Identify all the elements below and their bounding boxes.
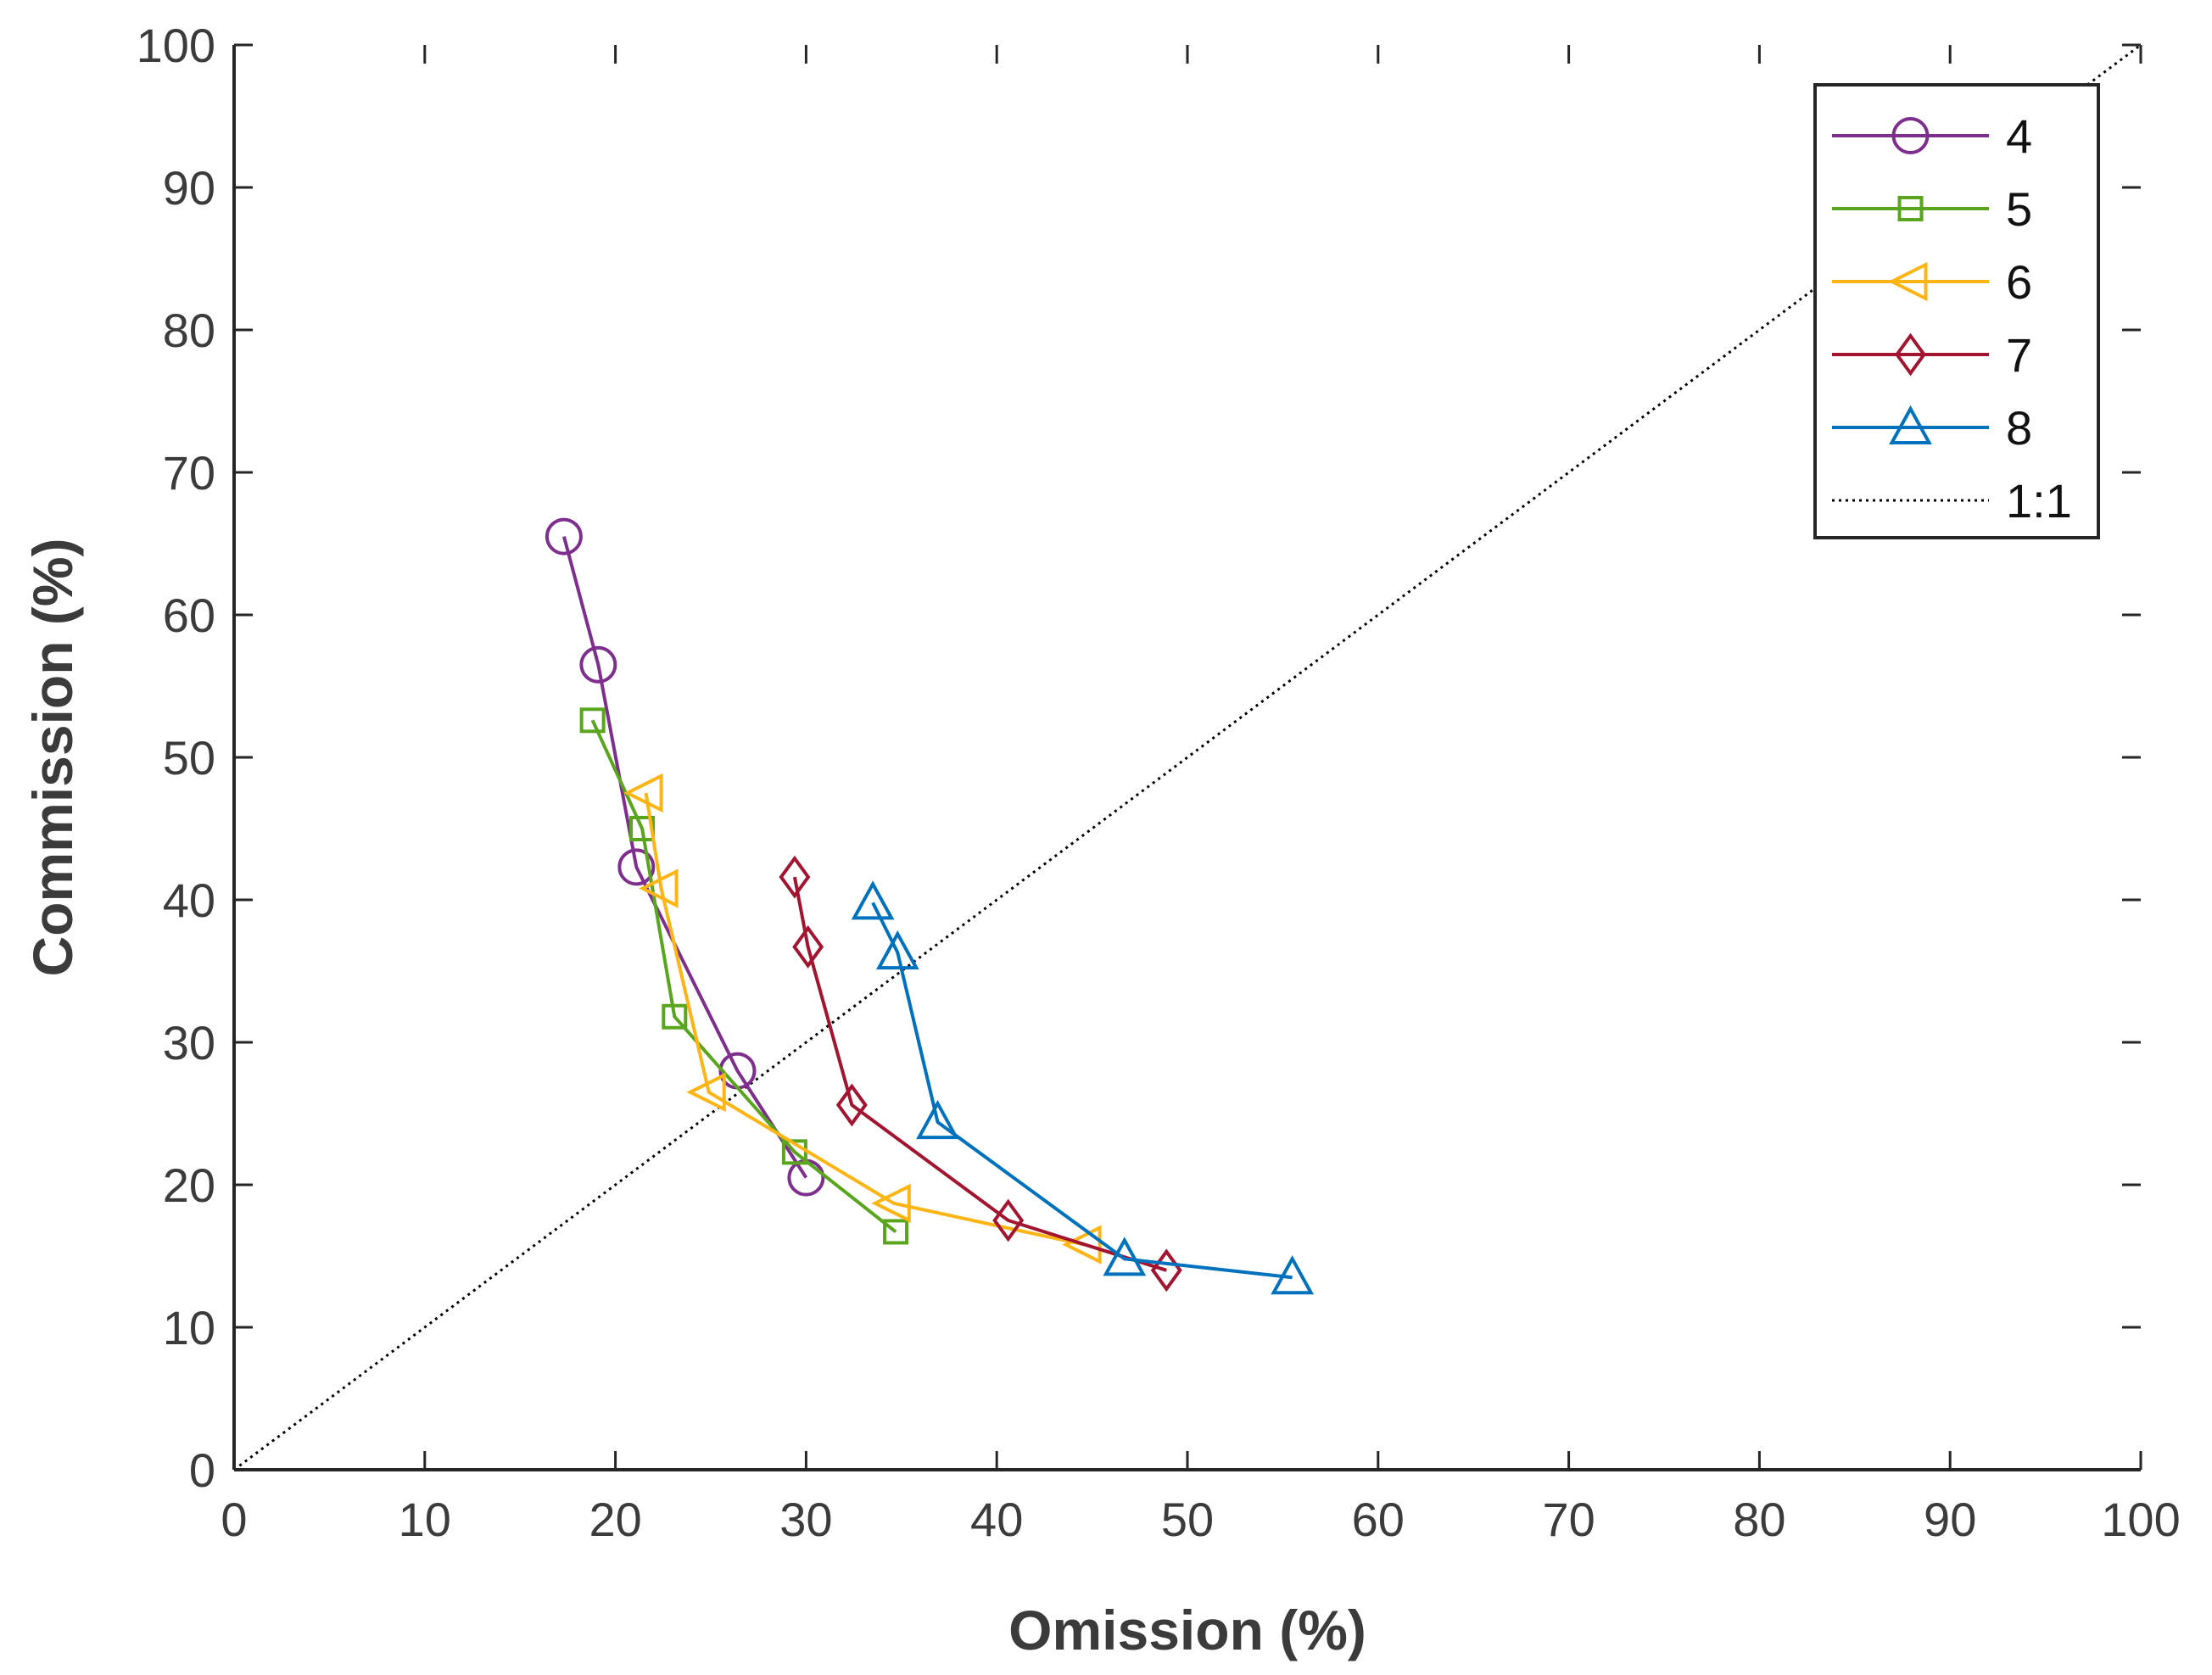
y-tick-label: 80	[163, 304, 215, 357]
legend-item-4: 4	[1832, 109, 2032, 163]
data-point	[623, 773, 663, 813]
legend-label: 1:1	[2006, 474, 2072, 528]
y-tick-label: 70	[163, 446, 215, 500]
y-tick-label: 10	[163, 1301, 215, 1354]
legend-marker	[1897, 196, 1924, 221]
y-tick-label: 20	[163, 1159, 215, 1212]
data-point	[1103, 1237, 1147, 1276]
data-point	[617, 848, 656, 886]
data-point	[835, 1083, 868, 1127]
x-tick-label: 0	[221, 1493, 247, 1546]
series-6	[623, 773, 1102, 1265]
data-point	[1062, 1225, 1102, 1265]
x-tick-label: 30	[779, 1493, 832, 1546]
x-tick-label: 70	[1542, 1493, 1595, 1546]
data-point	[1271, 1255, 1315, 1295]
series-line	[871, 902, 1293, 1280]
legend-label: 7	[2006, 328, 2032, 382]
legend-label: 8	[2006, 401, 2032, 455]
series-line	[792, 876, 1167, 1272]
legend-item-6: 6	[1832, 255, 2032, 309]
legend-marker	[1891, 117, 1930, 154]
series-layer	[545, 517, 1315, 1295]
legend-marker	[1889, 405, 1932, 444]
x-tick-label: 50	[1161, 1493, 1214, 1546]
data-point	[545, 517, 583, 556]
x-tick-label: 90	[1924, 1493, 1976, 1546]
y-tick-label: 100	[137, 19, 215, 72]
x-axis-title: Omission (%)	[1008, 1599, 1366, 1661]
data-point	[992, 1198, 1025, 1242]
data-point	[686, 1072, 726, 1113]
y-tick-label: 40	[163, 874, 215, 927]
legend-label: 4	[2006, 109, 2032, 163]
series-line	[644, 792, 1086, 1247]
legend-item-5: 5	[1832, 182, 2032, 236]
data-point	[579, 707, 606, 734]
legend: 4 5 6 7 8 1:1	[1813, 83, 2100, 539]
data-point	[916, 1099, 959, 1140]
axes: 0 10 20 30 40 50 60 70 80 90 100 0 10 20 30 40 50 60 70 80…	[21, 19, 2181, 1661]
data-point	[662, 1003, 688, 1030]
series-line	[561, 536, 808, 1179]
y-ticks: 0 10 20 30 40 50 60 70 80 90 100	[137, 19, 2141, 1497]
legend-item-8: 8	[1832, 401, 2032, 455]
y-tick-label: 50	[163, 731, 215, 784]
legend-marker	[1895, 332, 1926, 377]
y-axis-title: Commission (%)	[21, 538, 84, 976]
data-point	[871, 1183, 911, 1224]
x-tick-label: 20	[589, 1493, 641, 1546]
y-tick-label: 30	[163, 1016, 215, 1069]
legend-label: 5	[2006, 182, 2032, 236]
y-tick-label: 0	[189, 1443, 215, 1497]
legend-items: 4 5 6 7 8 1:1	[1832, 109, 2072, 528]
x-tick-label: 10	[399, 1493, 451, 1546]
x-tick-label: 60	[1352, 1493, 1405, 1546]
x-ticks: 0 10 20 30 40 50 60 70 80 90 100	[221, 45, 2181, 1546]
legend-box	[1813, 83, 2100, 539]
x-tick-label: 100	[2101, 1493, 2180, 1546]
data-point	[851, 880, 895, 920]
series-8	[851, 880, 1315, 1295]
y-tick-label: 60	[163, 589, 215, 642]
data-point	[875, 930, 919, 970]
y-tick-label: 90	[163, 161, 215, 215]
legend-item-7: 7	[1832, 328, 2032, 382]
x-tick-label: 80	[1733, 1493, 1785, 1546]
data-point	[639, 868, 679, 908]
legend-item-1:1: 1:1	[1832, 474, 2072, 528]
data-point	[579, 645, 617, 684]
legend-label: 6	[2006, 255, 2032, 309]
x-tick-label: 40	[970, 1493, 1023, 1546]
data-point	[792, 925, 824, 969]
data-point	[779, 855, 811, 899]
data-point	[883, 1219, 909, 1245]
legend-marker	[1888, 261, 1928, 302]
